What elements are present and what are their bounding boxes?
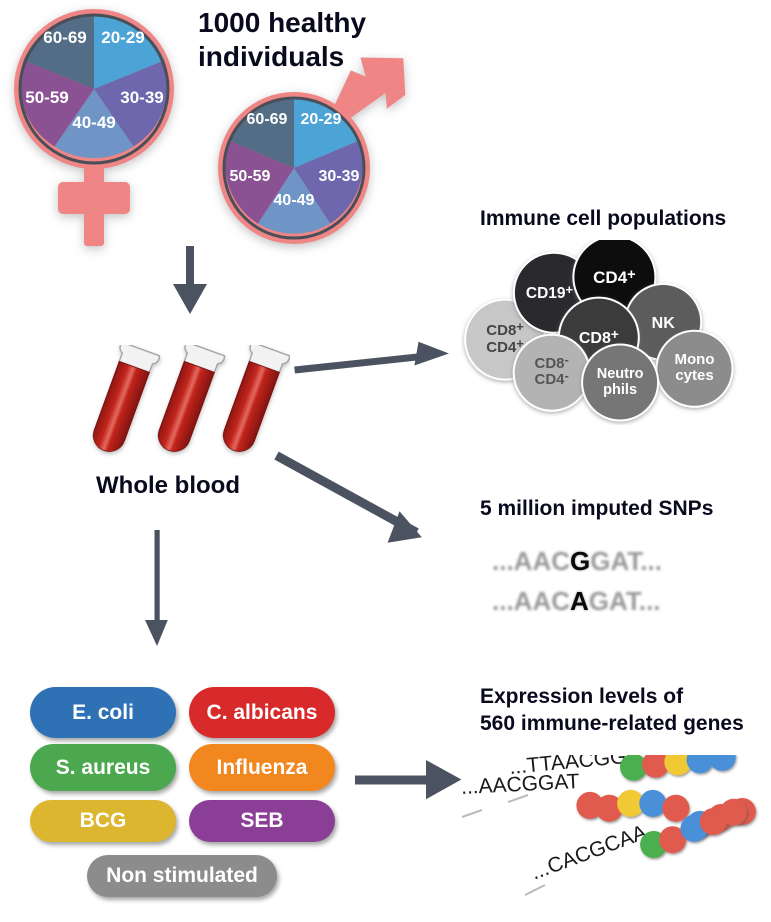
svg-text:30-39: 30-39 bbox=[319, 168, 360, 185]
svg-text:Mono: Mono bbox=[675, 351, 715, 368]
svg-text:...AACGGAT: ...AACGGAT bbox=[460, 770, 580, 799]
svg-text:NK: NK bbox=[652, 315, 676, 332]
svg-text:20-29: 20-29 bbox=[301, 111, 342, 128]
svg-text:60-69: 60-69 bbox=[43, 28, 86, 47]
svg-text:Neutro: Neutro bbox=[597, 366, 644, 382]
svg-text:30-39: 30-39 bbox=[120, 88, 163, 107]
svg-text:cytes: cytes bbox=[675, 367, 713, 384]
svg-text:60-69: 60-69 bbox=[247, 111, 288, 128]
svg-text:...CACGCAA: ...CACGCAA bbox=[528, 821, 650, 885]
svg-text:50-59: 50-59 bbox=[230, 168, 271, 185]
svg-text:phils: phils bbox=[603, 382, 637, 398]
svg-text:50-59: 50-59 bbox=[25, 88, 68, 107]
svg-text:CD4-: CD4- bbox=[535, 368, 569, 388]
svg-text:20-29: 20-29 bbox=[101, 28, 144, 47]
svg-text:40-49: 40-49 bbox=[72, 113, 115, 132]
svg-text:40-49: 40-49 bbox=[274, 192, 315, 209]
